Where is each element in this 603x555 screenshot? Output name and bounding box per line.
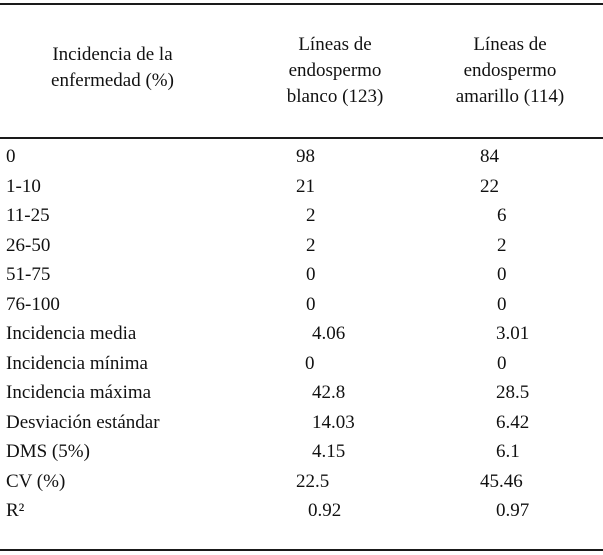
header-rule	[0, 137, 603, 139]
cell-blanco: 2	[306, 234, 316, 256]
row-label: CV (%)	[6, 470, 66, 492]
table-row: 1-10 21 22	[0, 172, 603, 202]
bottom-rule	[0, 549, 603, 551]
cell-amarillo: 0	[497, 264, 507, 285]
row-label: 76-100	[6, 293, 60, 315]
row-label: Incidencia máxima	[6, 382, 152, 403]
table-row: DMS (5%) 4.15 6.1	[0, 437, 603, 467]
header-yellow-line2: endospermo	[463, 60, 557, 81]
header-yellow-line1: Líneas de	[473, 34, 547, 55]
header-incidence-line2: enfermedad (%)	[51, 70, 174, 91]
cell-amarillo: 6.1	[496, 441, 520, 462]
cell-blanco: 0	[305, 352, 315, 374]
cell-blanco: 0.92	[308, 500, 342, 521]
cell-blanco: 42.8	[312, 382, 346, 403]
row-label: 11-25	[6, 205, 50, 226]
cell-amarillo: 0	[497, 352, 507, 374]
table-row: 26-50 2 2	[0, 231, 603, 261]
cell-blanco: 4.06	[312, 323, 346, 344]
header-white-lines: Líneas de endospermo blanco (123)	[255, 32, 415, 110]
table-row: 11-25 2 6	[0, 201, 603, 231]
header-white-line2: endospermo	[288, 60, 382, 81]
cell-blanco: 22.5	[296, 470, 330, 492]
header-incidence-line1: Incidencia de la	[52, 44, 173, 65]
cell-amarillo: 0	[497, 293, 507, 315]
cell-amarillo: 22	[480, 175, 499, 197]
row-label: 26-50	[6, 234, 51, 256]
table-row: R² 0.92 0.97	[0, 496, 603, 526]
table-row: Incidencia máxima 42.8 28.5	[0, 378, 603, 408]
row-label: DMS (5%)	[6, 441, 90, 462]
row-label: Desviación estándar	[6, 411, 160, 433]
cell-blanco: 21	[296, 175, 315, 197]
cell-blanco: 2	[306, 205, 316, 226]
table-row: 0 98 84	[0, 142, 603, 172]
row-label: 51-75	[6, 264, 51, 285]
header-white-line3: blanco (123)	[286, 86, 384, 107]
cell-amarillo: 28.5	[496, 382, 530, 403]
header-incidence: Incidencia de la enfermedad (%)	[0, 42, 225, 94]
cell-amarillo: 84	[480, 146, 499, 167]
row-label: Incidencia media	[6, 323, 137, 344]
table-body: 0 98 84 1-10 21 22 11-25 2 6 26-50 2 2 5…	[0, 142, 603, 526]
row-label: Incidencia mínima	[6, 352, 148, 374]
table-row: 51-75 0 0	[0, 260, 603, 290]
cell-amarillo: 0.97	[496, 500, 530, 521]
table-row: Incidencia media 4.06 3.01	[0, 319, 603, 349]
cell-blanco: 0	[306, 264, 316, 285]
row-label: R²	[6, 500, 25, 521]
cell-blanco: 14.03	[312, 411, 355, 433]
table-row: Desviación estándar 14.03 6.42	[0, 408, 603, 438]
cell-amarillo: 45.46	[480, 470, 523, 492]
table-row: 76-100 0 0	[0, 290, 603, 320]
cell-blanco: 4.15	[312, 441, 346, 462]
cell-amarillo: 6.42	[496, 411, 530, 433]
table-row: CV (%) 22.5 45.46	[0, 467, 603, 497]
cell-blanco: 0	[306, 293, 316, 315]
header-yellow-lines: Líneas de endospermo amarillo (114)	[435, 32, 585, 110]
table-row: Incidencia mínima 0 0	[0, 349, 603, 379]
cell-amarillo: 6	[497, 205, 507, 226]
cell-amarillo: 3.01	[496, 323, 530, 344]
cell-amarillo: 2	[497, 234, 507, 256]
cell-blanco: 98	[296, 146, 315, 167]
row-label: 0	[6, 146, 16, 167]
header-yellow-line3: amarillo (114)	[455, 86, 565, 107]
header-white-line1: Líneas de	[298, 34, 372, 55]
top-rule	[0, 3, 603, 5]
row-label: 1-10	[6, 175, 41, 197]
